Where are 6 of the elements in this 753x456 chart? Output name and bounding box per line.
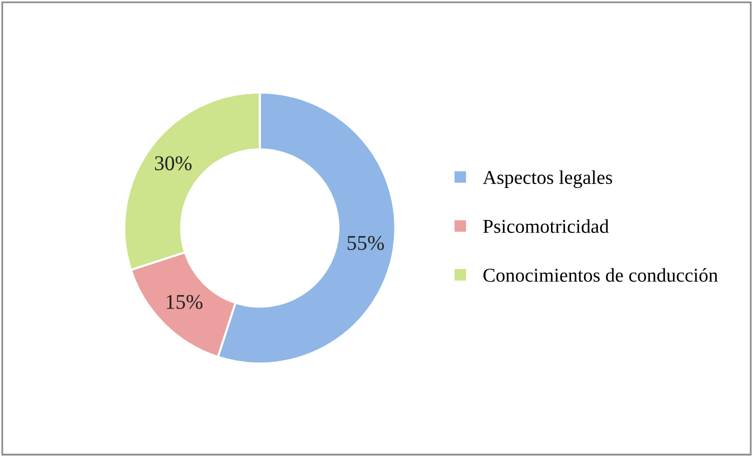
legend-label: Psicomotricidad	[483, 219, 609, 233]
data-label: 30%	[155, 156, 192, 170]
data-label: 15%	[166, 294, 202, 309]
legend-label: Conocimientos de conducción	[483, 268, 718, 282]
legend-label: Aspectos legales	[482, 170, 612, 188]
data-label: 55%	[348, 236, 384, 250]
